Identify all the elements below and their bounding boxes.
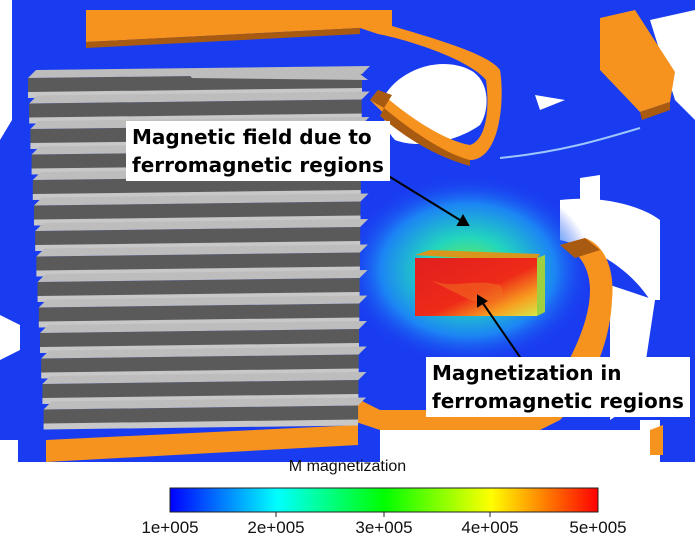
field-callout-line1: Magnetic field due to xyxy=(132,125,372,149)
coil-top xyxy=(86,10,360,48)
lamination-step xyxy=(185,70,368,80)
arrow-field-head xyxy=(456,213,470,226)
magnetization-callout-line2: ferromagnetic regions xyxy=(432,389,684,413)
coil-lower xyxy=(46,238,663,462)
ferromagnetic-block xyxy=(415,250,545,316)
colorbar-title: M magnetization xyxy=(288,458,407,475)
magnetization-callout: Magnetization in ferromagnetic regions xyxy=(426,357,690,417)
colorbar-ticks xyxy=(275,512,491,517)
coil-right-top xyxy=(600,10,675,120)
arrow-field xyxy=(381,171,469,226)
arrow-magnetization xyxy=(477,295,523,361)
colorbar-tick-label: 2e+005 xyxy=(247,518,305,537)
field-callout: Magnetic field due to ferromagnetic regi… xyxy=(126,121,390,181)
lamination-plate xyxy=(43,397,367,430)
magnetization-callout-line1: Magnetization in xyxy=(432,361,622,385)
arrows xyxy=(381,171,523,361)
field-callout-line2: ferromagnetic regions xyxy=(132,153,384,177)
lamination-plate xyxy=(37,270,368,302)
colorbar-tick-label: 5e+005 xyxy=(569,518,627,537)
colorbar xyxy=(169,487,599,513)
lamination-plate xyxy=(29,91,370,124)
field-streak xyxy=(499,127,641,159)
colorbar-tick-label: 4e+005 xyxy=(461,518,519,537)
coil-upper-loop xyxy=(360,10,502,166)
arrow-magnetization-head xyxy=(477,294,488,308)
colorbar-tick-label: 3e+005 xyxy=(355,518,413,537)
colorbar-tick-label: 1e+005 xyxy=(141,518,199,537)
